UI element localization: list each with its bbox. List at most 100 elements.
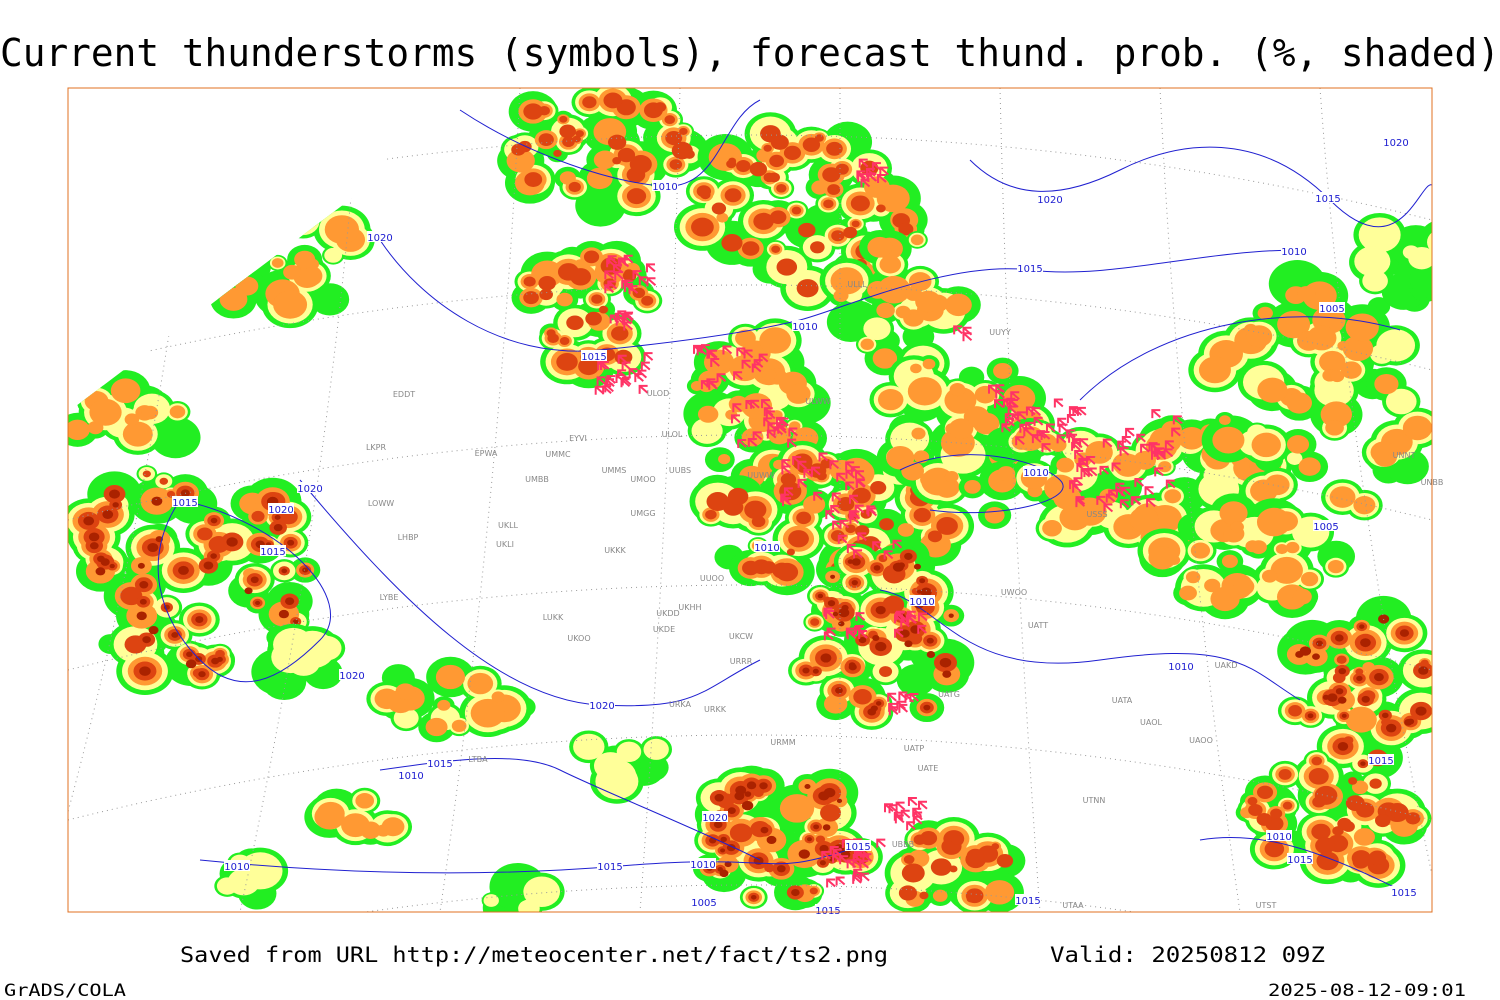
- station-label: UMGG: [630, 509, 655, 518]
- shade-cell: [1286, 392, 1312, 414]
- shade-cell: [1190, 542, 1211, 559]
- shade-cell: [923, 704, 931, 711]
- shade-cell: [776, 258, 798, 276]
- shade-cell: [1248, 803, 1263, 816]
- shade-cell: [863, 317, 891, 341]
- shade-cell: [818, 791, 830, 801]
- shade-cell: [812, 668, 819, 674]
- shade-cell: [1405, 812, 1421, 825]
- shade-cell: [944, 470, 959, 483]
- isobar-label: 1015: [172, 498, 197, 509]
- shade-cell: [137, 562, 145, 569]
- isobar-label: 1010: [1023, 468, 1048, 479]
- shade-cell: [932, 889, 948, 902]
- shade-cell: [1368, 850, 1387, 866]
- shade-cell: [1343, 736, 1354, 745]
- shade-cell: [796, 279, 819, 298]
- station-label: LYBE: [380, 593, 399, 602]
- station-label: UUOO: [700, 574, 724, 583]
- shade-cell: [524, 172, 543, 187]
- shade-cell: [1338, 667, 1347, 675]
- shade-cell: [575, 130, 584, 138]
- shade-cell: [716, 212, 729, 223]
- isobar-label: 1015: [1015, 896, 1040, 907]
- shade-cell: [753, 212, 774, 230]
- shade-cell: [341, 813, 370, 838]
- shade-cell: [910, 234, 924, 246]
- shade-cell: [788, 530, 809, 548]
- shade-cell: [195, 616, 204, 623]
- station-label: ULLL: [847, 280, 867, 289]
- shade-cell: [833, 289, 849, 302]
- shade-cell: [147, 542, 159, 553]
- shade-cell: [691, 217, 714, 237]
- shade-cell: [1345, 706, 1377, 733]
- shade-cell: [775, 562, 799, 582]
- shade-cell: [1320, 401, 1353, 428]
- software-text: GrADS/COLA: [4, 981, 126, 1000]
- station-label: UATE: [918, 764, 939, 773]
- shade-cell: [664, 115, 676, 124]
- shade-cell: [913, 563, 921, 570]
- shade-cell: [1408, 246, 1432, 270]
- shade-cell: [1381, 712, 1389, 719]
- isobar-label: 1015: [1017, 264, 1042, 275]
- shade-cell: [1278, 768, 1292, 780]
- shade-cell: [831, 230, 845, 242]
- shade-cell: [1230, 521, 1244, 533]
- shade-cell: [819, 860, 826, 866]
- shade-cell: [109, 489, 120, 499]
- shade-cell: [273, 290, 308, 319]
- shade-cell: [611, 326, 629, 341]
- shade-cell: [1370, 441, 1397, 464]
- shade-cell: [198, 249, 227, 273]
- shade-cell: [847, 559, 854, 564]
- shade-cell: [835, 687, 843, 694]
- shade-cell: [186, 651, 193, 657]
- isobar-label: 1010: [224, 862, 249, 873]
- station-label: UATP: [904, 744, 925, 753]
- shade-cell: [907, 377, 942, 406]
- station-label: UAKD: [1215, 661, 1238, 670]
- shade-cell: [1245, 325, 1273, 348]
- shade-cell: [809, 887, 818, 895]
- shade-cell: [281, 568, 288, 574]
- station-label: UWOO: [1001, 588, 1027, 597]
- shade-cell: [966, 848, 985, 864]
- station-label: EPWA: [475, 449, 498, 458]
- shade-cell: [197, 219, 225, 242]
- shade-cell: [838, 608, 850, 618]
- station-label: UBBB: [892, 840, 914, 849]
- shade-cell: [470, 698, 506, 728]
- shade-cell: [546, 329, 556, 337]
- shade-cell: [271, 258, 284, 268]
- shade-cell: [804, 784, 811, 790]
- shade-cell: [186, 263, 221, 292]
- isobar-label: 1020: [589, 701, 614, 712]
- shade-cell: [559, 124, 576, 139]
- shade-cell: [437, 699, 451, 711]
- shade-cell: [867, 708, 877, 716]
- shade-cell: [913, 507, 931, 523]
- shade-cell: [1360, 638, 1371, 648]
- isobar-label: 1010: [1266, 832, 1291, 843]
- station-label: LUKK: [543, 613, 564, 622]
- shade-cell: [717, 867, 723, 872]
- shade-cell: [142, 636, 151, 644]
- shade-cell: [1233, 577, 1255, 596]
- shade-cell: [1311, 823, 1331, 840]
- shade-cell: [219, 287, 248, 311]
- isobar-label: 1015: [1368, 756, 1393, 767]
- shade-cell: [1314, 785, 1338, 805]
- storm-symbol: [1125, 427, 1135, 437]
- shade-cell: [556, 352, 578, 371]
- shade-cell: [556, 292, 573, 307]
- shade-cell: [966, 895, 975, 903]
- shade-cell: [1250, 479, 1278, 503]
- shade-cell: [395, 683, 416, 700]
- shade-cell: [195, 262, 235, 296]
- shade-cell: [1353, 828, 1376, 846]
- station-label: USSS: [1086, 510, 1107, 519]
- shade-cell: [897, 523, 915, 537]
